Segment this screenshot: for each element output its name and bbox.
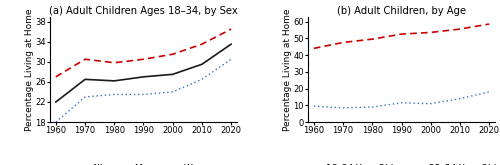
Y-axis label: Percentage Living at Home: Percentage Living at Home	[24, 8, 34, 131]
Title: (b) Adult Children, by Age: (b) Adult Children, by Age	[337, 6, 466, 16]
Y-axis label: Percentage Living at Home: Percentage Living at Home	[283, 8, 292, 131]
Legend: All, Men, Women: All, Men, Women	[65, 160, 222, 165]
Legend: 18–24 Year Olds, 25–34 Year Olds: 18–24 Year Olds, 25–34 Year Olds	[299, 160, 500, 165]
Title: (a) Adult Children Ages 18–34, by Sex: (a) Adult Children Ages 18–34, by Sex	[49, 6, 238, 16]
